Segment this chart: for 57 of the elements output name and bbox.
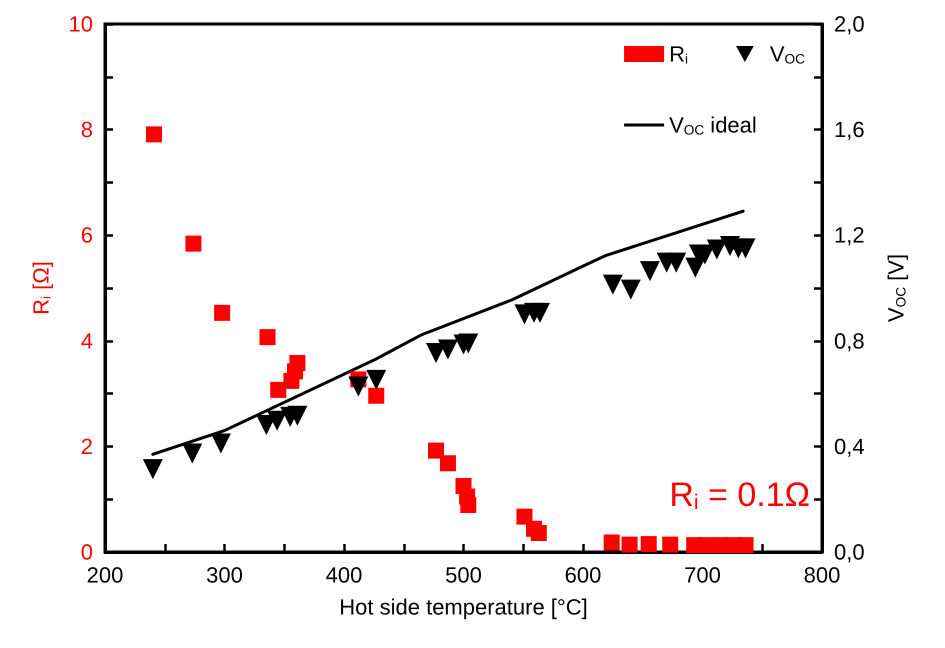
point: [662, 536, 678, 553]
point: [440, 455, 456, 472]
y-tick-label: 10: [68, 12, 93, 36]
point: [185, 236, 202, 252]
y-tick-label: 6: [80, 222, 93, 248]
y-axis-title: Ri [Ω]: [28, 261, 54, 315]
y2-tick-label: 0,0: [834, 540, 865, 564]
point: [640, 261, 660, 282]
x-tick-label: 600: [564, 562, 602, 588]
y-tick-label: 2: [80, 434, 93, 459]
point: [666, 252, 686, 273]
x-tick-label: 800: [804, 562, 840, 588]
point: [270, 382, 286, 398]
point: [428, 442, 444, 459]
x-tick-label: 700: [684, 562, 721, 588]
point: [530, 524, 547, 541]
point: [604, 534, 620, 550]
point: [458, 333, 478, 354]
legend-label: VOC: [770, 42, 806, 66]
x-tick-label: 200: [86, 562, 124, 588]
y2-tick-label: 0,4: [834, 434, 865, 459]
y-tick-label: 0: [80, 540, 93, 564]
point: [438, 340, 458, 360]
y2-tick-label: 1,2: [834, 222, 865, 248]
point: [620, 280, 641, 300]
point: [698, 537, 714, 554]
point: [287, 406, 308, 426]
point: [142, 459, 163, 480]
point: [260, 329, 276, 346]
point: [214, 304, 230, 321]
point: [516, 508, 532, 525]
point: [640, 536, 657, 552]
x-tick-label: 300: [206, 562, 243, 588]
y2-tick-label: 0,8: [834, 328, 865, 354]
x-axis-title: Hot side temperature [°C]: [339, 594, 588, 620]
y-tick-label: 4: [80, 328, 93, 354]
point: [738, 537, 754, 554]
point: [366, 370, 386, 390]
legend-label: VOC ideal: [669, 112, 757, 138]
point: [182, 444, 202, 464]
y-tick-label: 8: [80, 117, 93, 142]
point: [530, 302, 550, 323]
annotation: Ri = 0.1Ω: [669, 476, 810, 514]
point: [348, 376, 368, 396]
point: [622, 536, 638, 553]
point: [146, 126, 162, 142]
point: [368, 388, 384, 404]
point: [602, 274, 623, 295]
legend-label: Ri: [669, 42, 688, 66]
y2-tick-label: 2,0: [834, 12, 865, 36]
point: [289, 354, 306, 371]
point: [210, 433, 231, 454]
y2-axis-title: VOC [V]: [883, 254, 908, 322]
point: [460, 497, 476, 514]
y2-tick-label: 1,6: [834, 117, 865, 142]
x-tick-label: 400: [326, 562, 362, 588]
x-tick-label: 500: [445, 562, 482, 588]
